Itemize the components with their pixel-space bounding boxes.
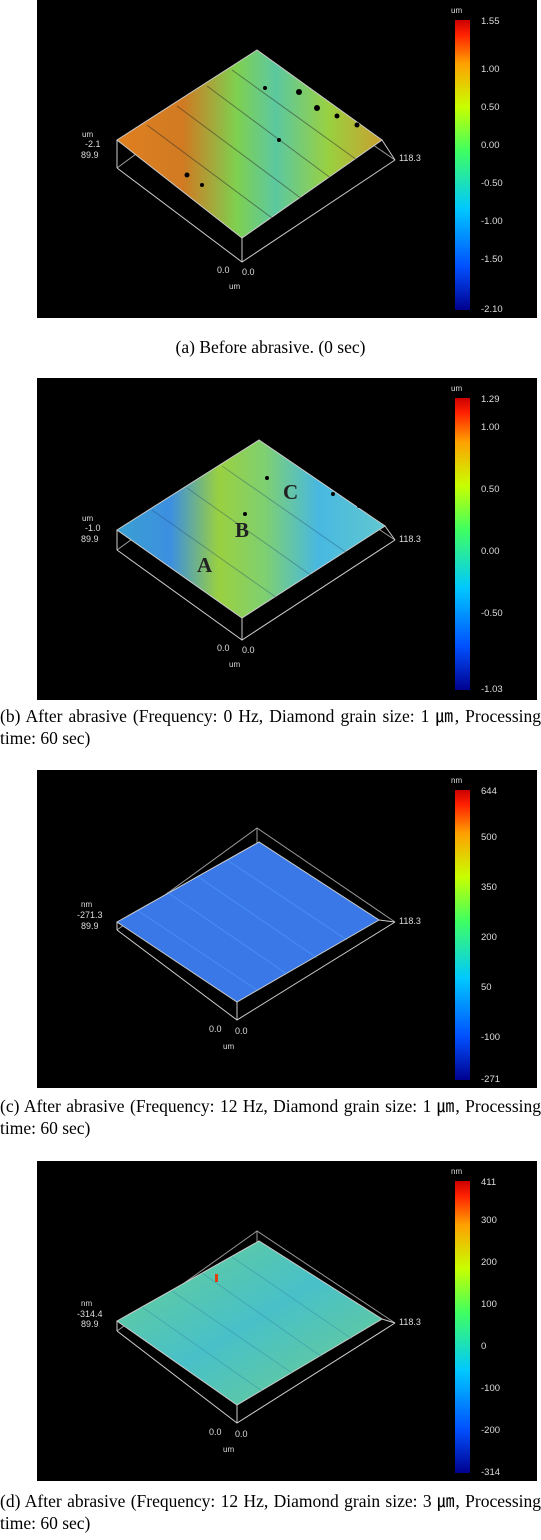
- colorbar-tick: -100: [481, 1383, 501, 1394]
- colorbar-unit-c: nm: [451, 776, 463, 785]
- z-unit-label-b: um: [82, 514, 94, 523]
- colorbar-unit-b: um: [451, 384, 463, 393]
- region-label-b: B: [235, 518, 250, 542]
- x-max-label-d: 118.3: [399, 1317, 421, 1327]
- figure-caption-d: (d) After abrasive (Frequency: 12 Hz, Di…: [0, 1491, 541, 1533]
- z-unit-label-a: um: [82, 130, 94, 139]
- surface-defects-a: [184, 86, 360, 187]
- y-max-label-b: 89.9: [81, 534, 99, 544]
- colorbar-tick: 500: [481, 832, 497, 843]
- surface-plot-c: nm -271.3 89.9 118.3 0.0 0.0 um nm 644 5…: [37, 770, 537, 1088]
- xy-unit-label-a: um: [229, 282, 241, 291]
- origin-x-label-c: 0.0: [209, 1024, 222, 1034]
- colorbar-tick: 0.50: [481, 484, 500, 495]
- colorbar-tick: 411: [481, 1177, 497, 1188]
- surface-plot-d: nm -314.4 89.9 118.3 0.0 0.0 um nm 411 3…: [37, 1161, 537, 1481]
- surface-plot-svg-d: [116, 1181, 470, 1473]
- surface-plot-a: um -2.1 89.9 118.3 0.0 0.0 um um 1.55 1.…: [37, 0, 537, 318]
- origin-y-label-d: 0.0: [235, 1429, 248, 1439]
- xy-unit-label-b: um: [229, 660, 241, 669]
- colorbar-tick: 1.00: [481, 422, 500, 433]
- z-unit-label-d: nm: [81, 1299, 93, 1308]
- surface-b: [116, 439, 386, 619]
- colorbar-tick: -1.03: [481, 684, 503, 695]
- region-label-a: A: [197, 553, 213, 577]
- y-max-label-a: 89.9: [81, 150, 99, 160]
- surface-peak-d: [215, 1274, 218, 1282]
- colorbar-tick: 350: [481, 882, 497, 893]
- colorbar-d: [455, 1181, 470, 1473]
- origin-y-label-b: 0.0: [242, 645, 255, 655]
- x-max-label-c: 118.3: [399, 916, 421, 926]
- colorbar-tick: 0.00: [481, 546, 500, 557]
- xy-unit-label-d: um: [223, 1445, 235, 1454]
- z-min-label-c: -271.3: [77, 910, 103, 920]
- colorbar-c: [455, 790, 470, 1080]
- figure-caption-c: (c) After abrasive (Frequency: 12 Hz, Di…: [0, 1096, 541, 1138]
- z-min-label-d: -314.4: [77, 1309, 103, 1319]
- surface-plot-svg-c: [116, 790, 470, 1080]
- surface-plot-svg-b: [116, 398, 470, 690]
- colorbar-tick: -0.50: [481, 608, 503, 619]
- colorbar-tick: -0.50: [481, 178, 503, 189]
- colorbar-tick: 200: [481, 1257, 497, 1268]
- origin-y-label-a: 0.0: [242, 267, 255, 277]
- z-min-label-a: -2.1: [85, 139, 101, 149]
- colorbar-tick: 0: [481, 1341, 487, 1352]
- x-max-label-a: 118.3: [399, 153, 421, 163]
- colorbar-ticks-b: 1.29 1.00 0.50 0.00 -0.50 -1.03: [481, 394, 531, 695]
- z-unit-label-c: nm: [81, 900, 93, 909]
- origin-x-label-d: 0.0: [209, 1427, 222, 1437]
- colorbar-unit-d: nm: [451, 1167, 463, 1176]
- figure-caption-b: (b) After abrasive (Frequency: 0 Hz, Dia…: [0, 706, 541, 748]
- colorbar-tick: -100: [481, 1032, 501, 1043]
- colorbar-b: [455, 398, 470, 690]
- colorbar-tick: 0.50: [481, 102, 500, 113]
- surface-a: [116, 49, 383, 239]
- colorbar-ticks-c: 644 500 350 200 50 -100 -271: [481, 786, 531, 1085]
- colorbar-tick: 644: [481, 786, 497, 797]
- colorbar-tick: -271: [481, 1074, 501, 1085]
- colorbar-tick: -2.10: [481, 304, 503, 315]
- colorbar-tick: 0.00: [481, 140, 500, 151]
- origin-y-label-c: 0.0: [235, 1026, 248, 1036]
- colorbar-a: [455, 20, 470, 310]
- colorbar-tick: 300: [481, 1215, 497, 1226]
- xy-unit-label-c: um: [223, 1042, 235, 1051]
- surface-plot-svg-a: [116, 20, 470, 310]
- colorbar-tick: 1.00: [481, 64, 500, 75]
- colorbar-tick: 1.55: [481, 16, 500, 27]
- colorbar-tick: -1.50: [481, 254, 503, 265]
- origin-x-label-a: 0.0: [217, 265, 230, 275]
- colorbar-tick: 1.29: [481, 394, 500, 405]
- x-max-label-b: 118.3: [399, 534, 421, 544]
- surface-c: [116, 841, 380, 1003]
- y-max-label-d: 89.9: [81, 1319, 99, 1329]
- colorbar-tick: -200: [481, 1425, 501, 1436]
- colorbar-tick: -1.00: [481, 216, 503, 227]
- colorbar-unit-a: um: [451, 6, 463, 15]
- colorbar-tick: 50: [481, 982, 492, 993]
- colorbar-ticks-a: 1.55 1.00 0.50 0.00 -0.50 -1.00 -1.50 -2…: [481, 16, 531, 315]
- colorbar-tick: 200: [481, 932, 497, 943]
- surface-plot-b: A B C um -1.0 89.9 118.3 0.0 0.0 um um 1…: [37, 378, 537, 700]
- surface-d: [116, 1240, 383, 1406]
- y-max-label-c: 89.9: [81, 921, 99, 931]
- colorbar-tick: -314: [481, 1467, 501, 1478]
- z-min-label-b: -1.0: [85, 523, 101, 533]
- colorbar-tick: 100: [481, 1299, 497, 1310]
- origin-x-label-b: 0.0: [217, 643, 230, 653]
- colorbar-ticks-d: 411 300 200 100 0 -100 -200 -314: [481, 1177, 531, 1478]
- region-label-c: C: [283, 480, 299, 504]
- figure-caption-a: (a) Before abrasive. (0 sec): [175, 337, 366, 357]
